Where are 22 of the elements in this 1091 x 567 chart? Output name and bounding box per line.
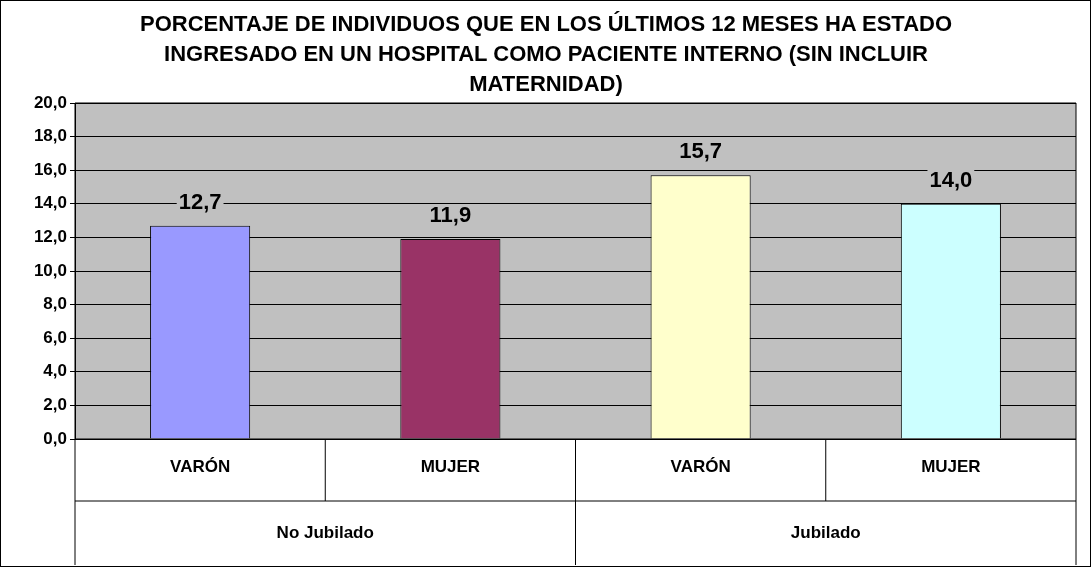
y-tick-label: 10,0 — [33, 260, 67, 280]
y-tick-label: 12,0 — [33, 227, 67, 247]
y-tick-label: 18,0 — [33, 126, 67, 146]
x-tick-label: VARÓN — [670, 456, 731, 476]
x-tick-label: MUJER — [921, 456, 981, 476]
text: No Jubilado — [276, 522, 374, 542]
y-tick-label: 20,0 — [33, 92, 67, 112]
data-label: 14,0 — [929, 166, 973, 192]
y-tick-label: 4,0 — [43, 361, 67, 381]
chart-title: PORCENTAJE DE INDIVIDUOS QUE EN LOS ÚLTIMOS 12 MESES HA ESTADO INGRESADO EN UN HOSPITAL COMO PACIENTE INTERNO (SIN INCLUIR MATERNIDAD) — [138, 10, 954, 98]
y-tick-label: 14,0 — [33, 193, 67, 213]
data-label: 15,7 — [679, 138, 723, 164]
y-tick-label: 16,0 — [33, 159, 67, 179]
y-tick-label: 2,0 — [43, 395, 67, 415]
y-tick-label: 6,0 — [43, 327, 67, 347]
y-tick-label: 0,0 — [43, 428, 67, 448]
x-tick-label: VARÓN — [170, 456, 231, 476]
data-label: 11,9 — [429, 202, 472, 228]
data-label: 12,7 — [178, 188, 222, 214]
x-tick-label: MUJER — [420, 456, 481, 476]
text: Jubilado — [790, 522, 861, 542]
y-tick-label: 8,0 — [43, 294, 67, 314]
